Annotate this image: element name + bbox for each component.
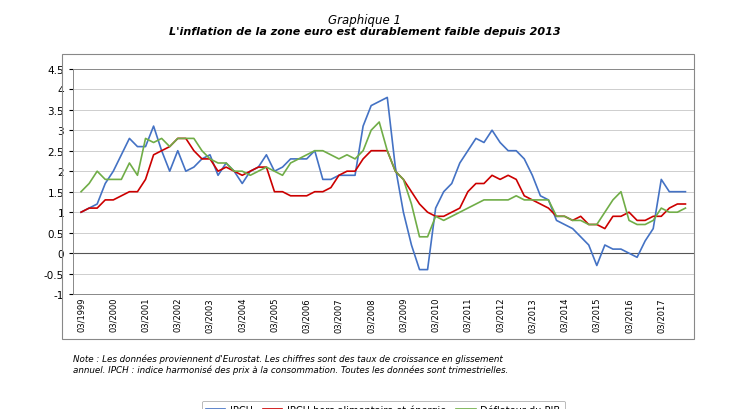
Déflateur du PIB <box>496 198 504 203</box>
Line: IPCH: IPCH <box>81 98 685 270</box>
Déflateur du PIB <box>480 198 488 203</box>
Déflateur du PIB <box>681 206 690 211</box>
IPCH <box>399 210 408 215</box>
IPCH hors alimentaire et énergie <box>681 202 690 207</box>
Text: L'inflation de la zone euro est durablement faible depuis 2013: L'inflation de la zone euro est durablem… <box>169 27 561 36</box>
IPCH hors alimentaire et énergie <box>488 173 496 178</box>
IPCH hors alimentaire et énergie <box>294 194 303 199</box>
Déflateur du PIB <box>77 190 85 195</box>
IPCH hors alimentaire et énergie <box>174 137 182 142</box>
Text: Graphique 1: Graphique 1 <box>328 14 402 27</box>
IPCH hors alimentaire et énergie <box>568 218 577 223</box>
Text: Note : Les données proviennent d'Eurostat. Les chiffres sont des taux de croissa: Note : Les données proviennent d'Eurosta… <box>73 354 508 374</box>
IPCH <box>496 141 504 146</box>
IPCH <box>480 141 488 146</box>
IPCH hors alimentaire et énergie <box>399 178 408 182</box>
Déflateur du PIB <box>576 218 585 223</box>
IPCH <box>77 210 85 215</box>
IPCH <box>133 145 142 150</box>
IPCH <box>383 96 392 101</box>
IPCH hors alimentaire et énergie <box>77 210 85 215</box>
Line: IPCH hors alimentaire et énergie: IPCH hors alimentaire et énergie <box>81 139 685 229</box>
Legend: IPCH, IPCH hors alimentaire et énergie, Déflateur du PIB: IPCH, IPCH hors alimentaire et énergie, … <box>202 400 564 409</box>
IPCH <box>286 157 295 162</box>
Déflateur du PIB <box>286 161 295 166</box>
IPCH hors alimentaire et énergie <box>472 182 480 187</box>
Line: Déflateur du PIB: Déflateur du PIB <box>81 123 685 237</box>
IPCH hors alimentaire et énergie <box>133 190 142 195</box>
IPCH <box>415 267 424 272</box>
Déflateur du PIB <box>399 178 408 182</box>
IPCH hors alimentaire et énergie <box>601 227 610 231</box>
Déflateur du PIB <box>133 173 142 178</box>
Déflateur du PIB <box>374 120 383 125</box>
IPCH <box>681 190 690 195</box>
IPCH <box>576 235 585 240</box>
Déflateur du PIB <box>415 235 424 240</box>
